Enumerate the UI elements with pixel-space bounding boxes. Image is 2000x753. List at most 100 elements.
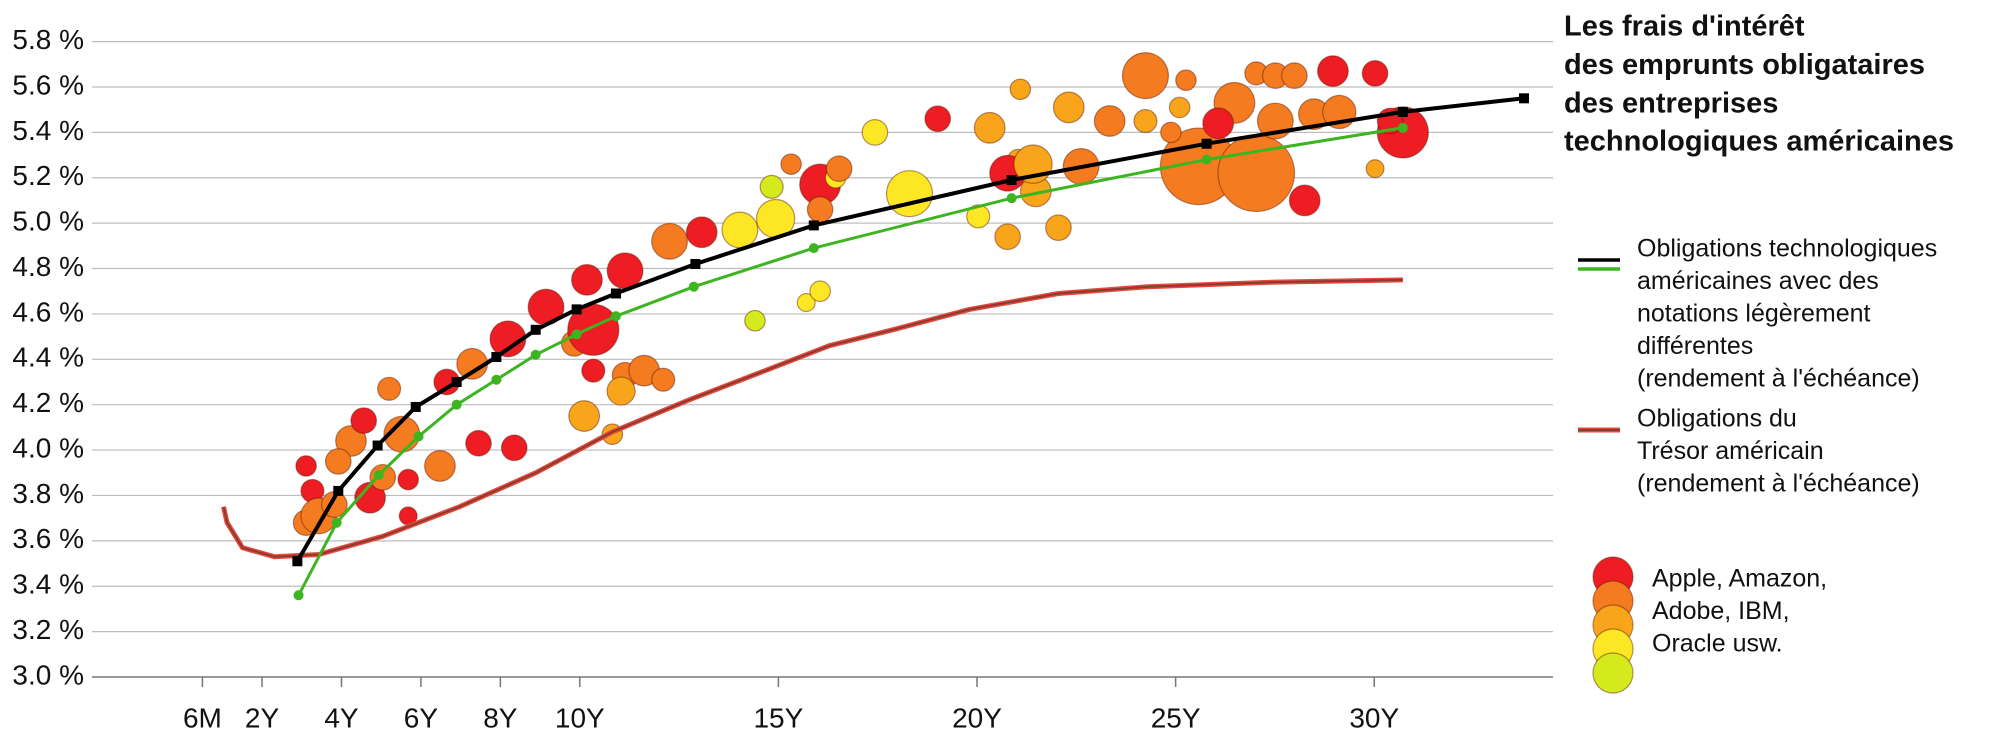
bubble bbox=[1175, 69, 1197, 91]
marker bbox=[610, 311, 621, 322]
marker bbox=[1201, 138, 1212, 149]
bubble bbox=[377, 376, 402, 401]
bubble bbox=[759, 174, 784, 199]
x-tick-label: 25Y bbox=[1151, 702, 1201, 733]
bubble bbox=[397, 468, 419, 491]
bubble bbox=[1052, 91, 1085, 124]
x-tick-label: 4Y bbox=[324, 702, 359, 733]
bubble bbox=[500, 434, 528, 462]
bubble bbox=[1133, 108, 1158, 134]
y-tick-label: 5.6 % bbox=[12, 69, 84, 100]
marker bbox=[530, 324, 541, 335]
bubble bbox=[581, 358, 606, 383]
y-tick-label: 3.6 % bbox=[12, 523, 84, 554]
bubble bbox=[295, 455, 317, 477]
bubble bbox=[1202, 107, 1235, 140]
marker bbox=[1006, 175, 1017, 186]
marker bbox=[292, 556, 303, 567]
marker bbox=[491, 352, 502, 363]
marker bbox=[1397, 106, 1408, 117]
bubble bbox=[1361, 60, 1389, 87]
bubble bbox=[424, 450, 456, 482]
bubble bbox=[568, 400, 601, 432]
bubble bbox=[651, 367, 676, 392]
marker bbox=[690, 258, 701, 269]
legend-label: Adobe, IBM, bbox=[1652, 597, 1790, 625]
x-tick-label: 15Y bbox=[753, 702, 803, 733]
x-tick-label: 10Y bbox=[555, 702, 605, 733]
marker bbox=[331, 517, 342, 528]
marker bbox=[571, 329, 582, 340]
bubble bbox=[885, 170, 934, 218]
bubble bbox=[809, 280, 831, 303]
marker bbox=[451, 376, 462, 387]
bubble bbox=[1160, 121, 1182, 144]
x-tick-label: 20Y bbox=[952, 702, 1002, 733]
legend-label: américaines avec des bbox=[1637, 267, 1879, 295]
marker bbox=[491, 374, 502, 385]
marker bbox=[1201, 154, 1212, 165]
legend-label: (rendement à l'échéance) bbox=[1637, 365, 1920, 393]
marker bbox=[530, 349, 541, 360]
legend-label: Obligations du bbox=[1637, 405, 1797, 433]
y-tick-label: 4.0 % bbox=[12, 432, 84, 463]
bubble bbox=[324, 448, 352, 475]
marker bbox=[571, 304, 582, 315]
legend-label: (rendement à l'échéance) bbox=[1637, 470, 1920, 498]
marker bbox=[1519, 93, 1530, 104]
line bbox=[295, 96, 1525, 563]
y-tick-label: 4.8 % bbox=[12, 251, 84, 282]
bubble bbox=[354, 481, 386, 514]
marker bbox=[808, 243, 819, 254]
marker bbox=[688, 281, 699, 292]
marker bbox=[451, 399, 462, 410]
marker bbox=[333, 485, 344, 496]
bubble bbox=[1009, 78, 1032, 101]
line bbox=[222, 278, 1403, 558]
y-tick-label: 5.8 % bbox=[12, 24, 84, 55]
y-tick-label: 3.4 % bbox=[12, 569, 84, 600]
legend-label: Obligations technologiques bbox=[1637, 235, 1937, 263]
bubble bbox=[606, 252, 644, 290]
marker bbox=[410, 401, 421, 412]
y-tick-label: 3.8 % bbox=[12, 478, 84, 509]
marker bbox=[372, 440, 383, 451]
y-tick-label: 5.0 % bbox=[12, 206, 84, 237]
bubble bbox=[966, 204, 991, 229]
x-tick-label: 30Y bbox=[1349, 702, 1399, 733]
legend-label: notations légèrement bbox=[1637, 300, 1871, 328]
bubble bbox=[1168, 96, 1191, 119]
marker bbox=[808, 220, 819, 231]
bubble bbox=[1281, 62, 1308, 89]
line bbox=[297, 126, 1404, 596]
bubble bbox=[1093, 105, 1126, 137]
legend-bubble bbox=[1592, 652, 1634, 694]
bubble bbox=[1121, 52, 1170, 100]
marker bbox=[373, 470, 384, 481]
bubble bbox=[350, 407, 378, 434]
bubble bbox=[994, 223, 1021, 251]
y-tick-label: 4.2 % bbox=[12, 387, 84, 418]
bubble bbox=[721, 211, 759, 249]
bubble bbox=[1365, 159, 1385, 179]
y-tick-label: 5.2 % bbox=[12, 160, 84, 191]
bubble bbox=[780, 153, 802, 175]
bubble bbox=[924, 105, 952, 133]
y-tick-label: 3.2 % bbox=[12, 614, 84, 645]
chart-title: Les frais d'intérêt bbox=[1564, 11, 1805, 43]
bubble bbox=[806, 196, 834, 223]
y-tick-label: 4.6 % bbox=[12, 296, 84, 327]
bubble bbox=[1317, 55, 1349, 88]
marker bbox=[1397, 122, 1408, 133]
marker bbox=[610, 288, 621, 299]
bubble bbox=[744, 309, 766, 332]
bubble bbox=[825, 155, 853, 183]
bubble bbox=[651, 222, 689, 260]
x-tick-label: 2Y bbox=[245, 702, 280, 733]
legend-label: Apple, Amazon, bbox=[1652, 565, 1827, 593]
marker bbox=[413, 431, 424, 442]
bubble bbox=[685, 216, 718, 249]
bubble bbox=[335, 425, 367, 457]
